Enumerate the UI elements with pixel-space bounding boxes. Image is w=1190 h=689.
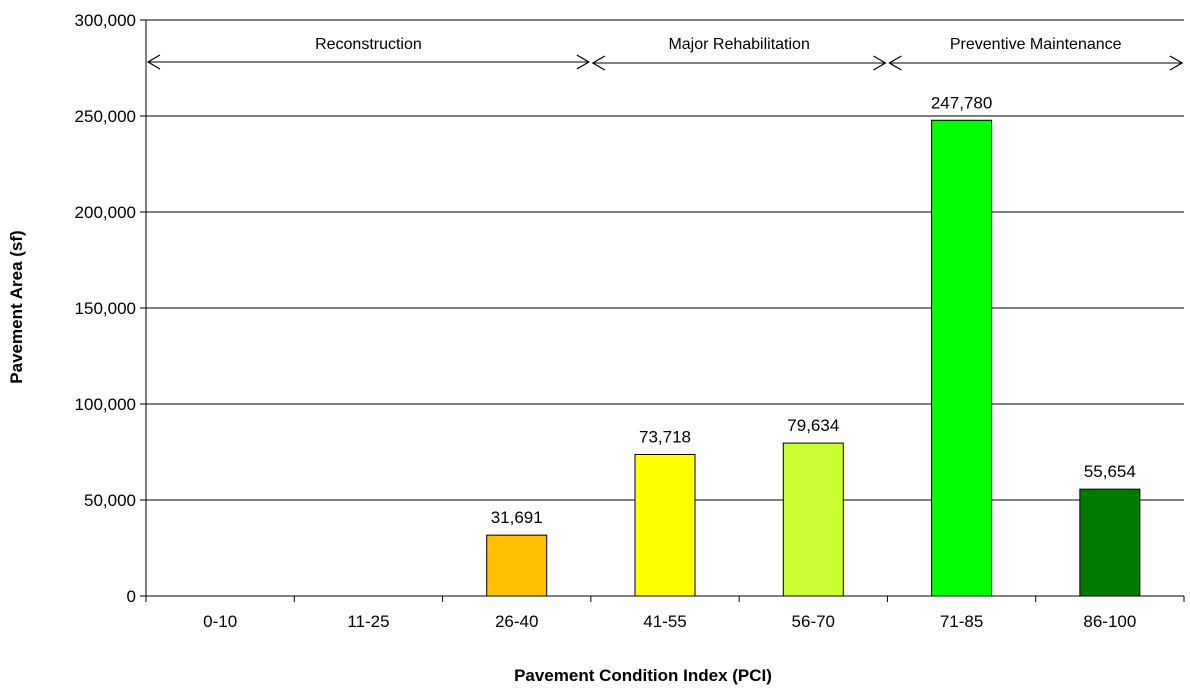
region-arrow-head-left (146, 54, 161, 70)
region-arrow-head-left (888, 55, 902, 71)
x-tick-label: 0-10 (203, 612, 237, 631)
region-annotations: Reconstruction Major Rehabilitation Preven… (146, 36, 1184, 71)
region-annotation: Major Rehabilitation (591, 36, 887, 71)
bars: 31,691 73,718 79,634 247,780 55,654 (483, 90, 1144, 597)
bar (1079, 488, 1141, 597)
x-tick-label: 56-70 (792, 612, 835, 631)
region-label: Reconstruction (315, 36, 422, 53)
gridlines (146, 19, 1184, 501)
bar (634, 453, 696, 597)
bar (931, 119, 993, 597)
x-tick-label: 26-40 (495, 612, 538, 631)
data-label-background (779, 413, 847, 438)
y-axis-title: Pavement Area (sf) (7, 230, 26, 383)
y-tick-label: 300,000 (75, 11, 136, 30)
region-label: Preventive Maintenance (950, 36, 1122, 53)
data-label-background (1076, 459, 1144, 484)
region-arrow-head-right (1169, 55, 1184, 71)
y-tick-label: 100,000 (75, 395, 136, 414)
x-axis-title: Pavement Condition Index (PCI) (514, 666, 772, 685)
data-label: 73,718 (639, 427, 691, 446)
y-tick-label: 200,000 (75, 203, 136, 222)
y-tick-label: 50,000 (84, 491, 136, 510)
data-label-background (923, 90, 1000, 115)
region-arrow-head-right (576, 54, 591, 70)
y-tick-label: 250,000 (75, 107, 136, 126)
region-arrow-head-right (873, 55, 887, 71)
data-label: 55,654 (1084, 462, 1136, 481)
x-tick-label: 71-85 (940, 612, 983, 631)
data-label: 31,691 (491, 508, 543, 527)
y-tick-label: 150,000 (75, 299, 136, 318)
data-label: 79,634 (787, 416, 839, 435)
region-label: Major Rehabilitation (668, 36, 809, 53)
x-tick-label: 11-25 (347, 612, 389, 631)
data-label: 247,780 (931, 93, 992, 112)
data-label-background (631, 424, 699, 449)
y-tick-label: 0 (127, 587, 136, 606)
axes: 0 50,000 100,000 150,000 200,000 250,000 300,0… (75, 11, 1185, 631)
bar (486, 534, 548, 597)
region-annotation: Reconstruction (146, 36, 591, 70)
region-annotation: Preventive Maintenance (888, 36, 1184, 71)
data-label-background (483, 505, 551, 530)
x-tick-label: 41-55 (643, 612, 686, 631)
x-tick-label: 86-100 (1083, 612, 1136, 631)
bar (782, 442, 844, 597)
region-arrow-head-left (591, 55, 606, 71)
